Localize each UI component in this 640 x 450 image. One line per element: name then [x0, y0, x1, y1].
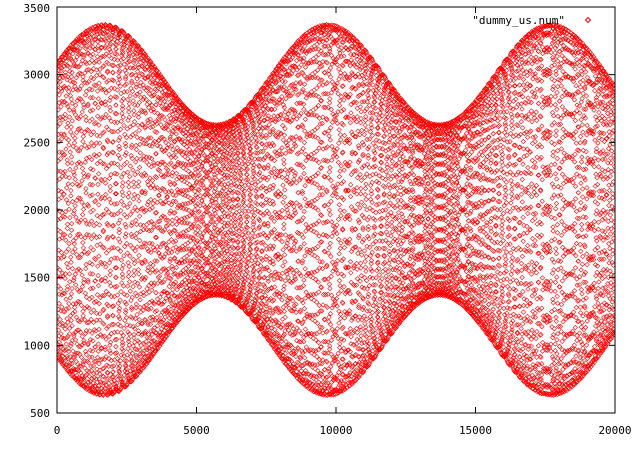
- x-tick-label: 20000: [598, 424, 631, 437]
- x-tick-label: 5000: [183, 424, 210, 437]
- legend-marker: [584, 16, 592, 24]
- y-tick-label: 3500: [24, 2, 51, 15]
- legend: "dummy_us.num": [472, 14, 592, 27]
- y-tick-label: 500: [30, 407, 50, 420]
- y-tick-label: 3000: [24, 69, 51, 82]
- x-tick-label: 15000: [459, 424, 492, 437]
- y-tick-label: 2000: [24, 204, 51, 217]
- axes: 0 5000 10000 15000 20000 500 1000 1500 2000 2500 3…: [24, 2, 632, 437]
- legend-label: "dummy_us.num": [472, 14, 565, 27]
- y-tick-label: 1500: [24, 272, 51, 285]
- series-points: [57, 21, 615, 399]
- data-points: [57, 21, 615, 399]
- x-tick-label: 0: [54, 424, 61, 437]
- y-tick-label: 2500: [24, 136, 51, 149]
- y-tick-label: 1000: [24, 339, 51, 352]
- x-tick-label: 10000: [319, 424, 352, 437]
